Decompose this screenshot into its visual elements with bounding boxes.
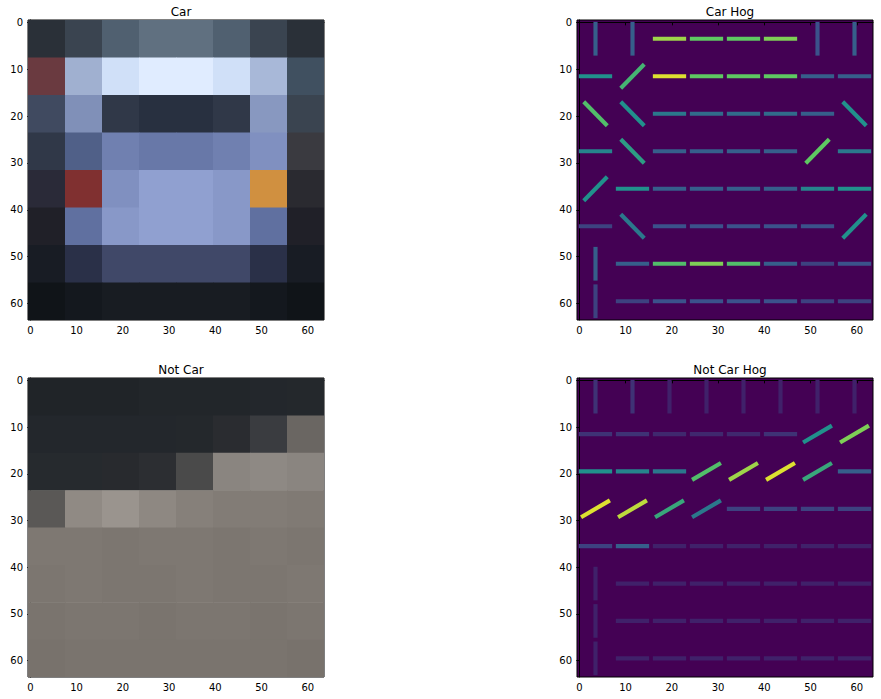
svg-text:60: 60 [559, 298, 572, 309]
svg-text:60: 60 [301, 682, 314, 693]
svg-text:0: 0 [576, 325, 582, 336]
svg-text:Not Car Hog: Not Car Hog [693, 363, 766, 377]
svg-text:40: 40 [209, 682, 222, 693]
svg-text:30: 30 [559, 157, 572, 168]
svg-text:Car: Car [171, 5, 192, 19]
svg-text:60: 60 [559, 655, 572, 666]
svg-text:50: 50 [10, 608, 23, 619]
svg-text:10: 10 [10, 422, 23, 433]
svg-text:40: 40 [559, 562, 572, 573]
svg-text:20: 20 [665, 325, 678, 336]
svg-text:30: 30 [712, 325, 725, 336]
svg-text:60: 60 [850, 325, 863, 336]
svg-text:50: 50 [804, 682, 817, 693]
svg-text:50: 50 [559, 608, 572, 619]
svg-text:50: 50 [10, 251, 23, 262]
svg-text:20: 20 [559, 468, 572, 479]
svg-text:10: 10 [559, 64, 572, 75]
svg-text:30: 30 [559, 515, 572, 526]
svg-text:10: 10 [70, 682, 83, 693]
svg-text:10: 10 [559, 422, 572, 433]
svg-text:20: 20 [665, 682, 678, 693]
svg-text:40: 40 [559, 204, 572, 215]
svg-text:60: 60 [10, 655, 23, 666]
svg-text:40: 40 [758, 325, 771, 336]
svg-text:40: 40 [10, 204, 23, 215]
svg-text:0: 0 [566, 17, 572, 28]
svg-text:0: 0 [17, 17, 23, 28]
svg-text:30: 30 [10, 157, 23, 168]
svg-text:20: 20 [10, 111, 23, 122]
svg-text:20: 20 [116, 682, 129, 693]
svg-text:60: 60 [301, 325, 314, 336]
svg-text:0: 0 [27, 325, 33, 336]
svg-text:Not Car: Not Car [158, 363, 204, 377]
svg-text:20: 20 [10, 468, 23, 479]
svg-text:30: 30 [10, 515, 23, 526]
svg-text:20: 20 [116, 325, 129, 336]
svg-text:30: 30 [163, 682, 176, 693]
svg-text:60: 60 [10, 298, 23, 309]
svg-text:10: 10 [70, 325, 83, 336]
svg-text:20: 20 [559, 111, 572, 122]
svg-text:0: 0 [576, 682, 582, 693]
svg-text:30: 30 [163, 325, 176, 336]
svg-text:50: 50 [559, 251, 572, 262]
svg-text:50: 50 [255, 682, 268, 693]
svg-text:40: 40 [10, 562, 23, 573]
svg-text:0: 0 [27, 682, 33, 693]
svg-text:60: 60 [850, 682, 863, 693]
svg-text:10: 10 [619, 682, 632, 693]
svg-text:0: 0 [566, 375, 572, 386]
svg-text:50: 50 [804, 325, 817, 336]
svg-text:0: 0 [17, 375, 23, 386]
svg-text:50: 50 [255, 325, 268, 336]
svg-text:40: 40 [209, 325, 222, 336]
svg-text:30: 30 [712, 682, 725, 693]
svg-text:10: 10 [10, 64, 23, 75]
svg-text:Car Hog: Car Hog [706, 5, 754, 19]
svg-text:40: 40 [758, 682, 771, 693]
svg-text:10: 10 [619, 325, 632, 336]
